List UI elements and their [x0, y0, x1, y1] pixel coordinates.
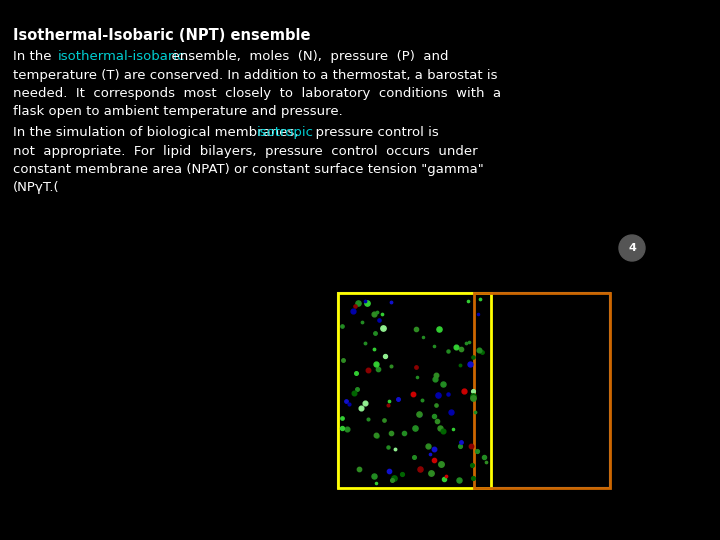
- Text: pressure control is: pressure control is: [307, 126, 439, 139]
- Text: isothermal-isobaric: isothermal-isobaric: [58, 50, 185, 63]
- Text: ensemble,  moles  (N),  pressure  (P)  and: ensemble, moles (N), pressure (P) and: [163, 50, 449, 63]
- Text: temperature (T) are conserved. In addition to a thermostat, a barostat is: temperature (T) are conserved. In additi…: [13, 69, 498, 82]
- Bar: [338, 293, 610, 488]
- Text: Isothermal-Isobaric (NPT) ensemble: Isothermal-Isobaric (NPT) ensemble: [13, 28, 310, 43]
- Text: In the simulation of biological membranes,: In the simulation of biological membrane…: [13, 126, 307, 139]
- Circle shape: [619, 235, 645, 261]
- Text: (NPγT.(: (NPγT.(: [13, 181, 60, 194]
- Text: isotropic: isotropic: [257, 126, 314, 139]
- Text: In the: In the: [13, 50, 60, 63]
- Text: constant membrane area (NPAT) or constant surface tension "gamma": constant membrane area (NPAT) or constan…: [13, 163, 484, 176]
- Bar: [338, 293, 491, 488]
- Text: not  appropriate.  For  lipid  bilayers,  pressure  control  occurs  under: not appropriate. For lipid bilayers, pre…: [13, 145, 477, 158]
- Text: 4: 4: [628, 243, 636, 253]
- Text: needed.  It  corresponds  most  closely  to  laboratory  conditions  with  a: needed. It corresponds most closely to l…: [13, 87, 501, 100]
- Text: flask open to ambient temperature and pressure.: flask open to ambient temperature and pr…: [13, 105, 343, 118]
- Bar: [474, 293, 610, 488]
